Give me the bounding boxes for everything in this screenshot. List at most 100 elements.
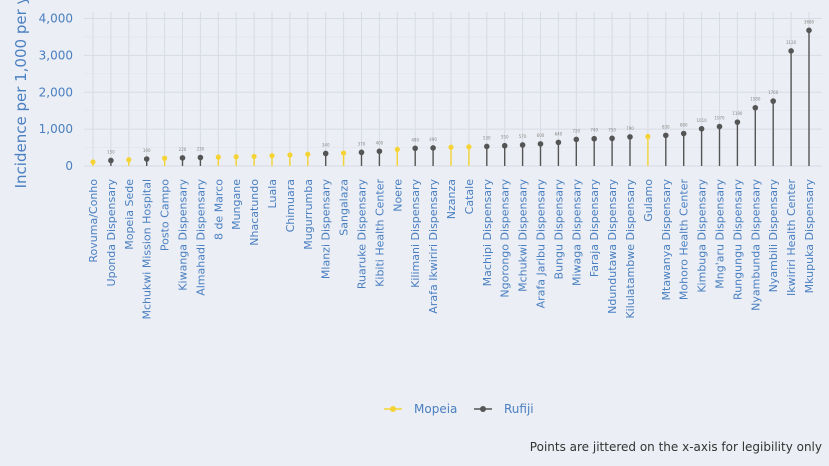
lollipop-point xyxy=(698,125,705,132)
x-tick-label: Chimuara xyxy=(284,179,297,232)
data-label: 1010 xyxy=(697,118,708,123)
data-label: 570 xyxy=(519,134,527,139)
data-label: 640 xyxy=(555,131,563,136)
lollipop-point xyxy=(466,144,472,150)
lollipop-point xyxy=(358,149,365,156)
data-label: 3120 xyxy=(786,40,797,45)
data-label: 1070 xyxy=(714,116,725,121)
legend: Mopeia Rufiji xyxy=(384,402,534,416)
chart-caption: Points are jittered on the x-axis for le… xyxy=(530,440,822,454)
legend-mopeia-dot xyxy=(390,406,396,412)
x-tick-label: Nzanza xyxy=(445,179,458,219)
lollipop-point xyxy=(197,154,204,161)
x-tick-label: Kilulatambwe Dispensary xyxy=(624,179,637,319)
grid-lines xyxy=(84,12,822,167)
y-tick-label: 4,000 xyxy=(39,12,73,26)
lollipop-point xyxy=(126,157,132,163)
lollipop-point xyxy=(680,130,687,137)
lollipop-point xyxy=(251,153,257,160)
x-tick-label: Posto Campo xyxy=(159,179,172,251)
x-tick-label: Nyambili Dispensary xyxy=(767,179,780,293)
data-label: 480 xyxy=(411,137,419,142)
x-tick-label: Mchukwi Dispensary xyxy=(517,179,530,292)
legend-rufiji-label: Rufiji xyxy=(504,402,534,416)
x-tick-label: Ikwiriri Health Center xyxy=(785,179,798,296)
y-tick-label: 3,000 xyxy=(39,48,73,62)
x-tick-label: Ruaruke Dispensary xyxy=(356,179,369,290)
lollipop-point xyxy=(484,143,490,150)
data-label: 3680 xyxy=(804,19,815,24)
lollipop-point xyxy=(412,145,419,152)
x-tick-label: Noere xyxy=(391,179,404,212)
lollipop-point xyxy=(90,159,96,165)
data-label: 150 xyxy=(107,149,115,154)
x-tick-label: Rungungu Dispensary xyxy=(731,179,744,300)
data-label: 1760 xyxy=(768,90,779,95)
data-label: 530 xyxy=(483,135,491,140)
lollipop-point xyxy=(770,98,776,104)
lollipop-point xyxy=(716,123,723,130)
lollipop-point xyxy=(752,104,759,111)
x-tick-label: Mng'aru Dispensary xyxy=(714,179,727,289)
x-tick-label: Mungane xyxy=(230,179,243,230)
lollipop-point xyxy=(537,141,544,147)
lollipop-point xyxy=(341,150,347,156)
x-tick-label: Mohoro Health Center xyxy=(678,179,691,301)
lollipop-point xyxy=(663,132,669,139)
data-label: 750 xyxy=(608,127,616,132)
x-tick-label: 8 de Marco xyxy=(212,179,225,240)
data-label: 340 xyxy=(322,142,330,147)
x-tick-label: Kimbuga Dispensary xyxy=(696,179,709,293)
x-tick-label: Arafa Ikwiriri Dispensary xyxy=(427,179,440,314)
data-label: 830 xyxy=(662,124,670,129)
lollipop-point xyxy=(591,135,597,142)
x-tick-label: Ndundutawa Dispensary xyxy=(606,179,619,314)
y-tick-label: 1,000 xyxy=(39,122,73,136)
x-tick-label: Mtawanya Dispensary xyxy=(660,179,673,301)
x-tick-label: Mchukwi Mission Hospital xyxy=(141,179,154,320)
lollipop-point xyxy=(609,135,615,142)
x-tick-label: Mopeia Sede xyxy=(123,179,136,250)
lollipop-point xyxy=(806,27,812,34)
x-tick-label: Gulamo xyxy=(642,179,655,222)
data-label: 1190 xyxy=(732,111,743,116)
x-tick-label: Luala xyxy=(266,179,279,208)
data-label: 370 xyxy=(358,141,366,146)
lollipop-point xyxy=(734,119,741,125)
x-tick-label: Bungu Dispensary xyxy=(552,179,565,280)
x-tick-label: Kibiti Health Center xyxy=(373,179,386,287)
lollipop-point xyxy=(143,156,150,162)
data-label: 230 xyxy=(197,147,205,152)
x-tick-label: Rovuma/Conho xyxy=(87,179,100,263)
lollipop-point xyxy=(287,152,293,158)
x-tick-label: Mkupuka Dispensary xyxy=(803,179,816,294)
data-label: 600 xyxy=(537,133,545,138)
x-tick-label: Sangalaza xyxy=(338,179,351,236)
data-label: 790 xyxy=(626,126,634,131)
data-marks: 150 190 220 230 340 370 400 480 490 530 550 570 600 6… xyxy=(90,19,815,166)
legend-mopeia-label: Mopeia xyxy=(414,402,457,416)
lollipop-point xyxy=(233,154,239,160)
lollipop-point xyxy=(430,145,436,151)
lollipop-point xyxy=(179,155,186,161)
data-label: 400 xyxy=(376,140,384,145)
data-label: 1580 xyxy=(750,97,761,102)
data-label: 190 xyxy=(143,148,151,153)
lollipop-point xyxy=(645,133,651,140)
x-tick-label: Mlanzi Dispensary xyxy=(320,179,333,280)
data-label: 550 xyxy=(501,135,509,140)
y-axis-label: Incidence per 1,000 per y xyxy=(12,0,30,188)
x-tick-label: Machipi Dispensary xyxy=(481,179,494,287)
data-label: 490 xyxy=(429,137,437,142)
lollipop-point xyxy=(162,155,168,161)
x-tick-label: Nhacatundo xyxy=(248,179,261,246)
x-tick-label: Nyambunda Dispensary xyxy=(749,179,762,311)
lollipop-point xyxy=(376,148,383,155)
lollipop-point xyxy=(573,136,580,143)
lollipop-point xyxy=(215,154,221,160)
lollipop-point xyxy=(322,150,329,157)
lollipop-point xyxy=(448,144,454,150)
lollipop-point xyxy=(305,151,311,157)
lollipop-point xyxy=(108,157,114,164)
data-label: 720 xyxy=(572,128,580,133)
